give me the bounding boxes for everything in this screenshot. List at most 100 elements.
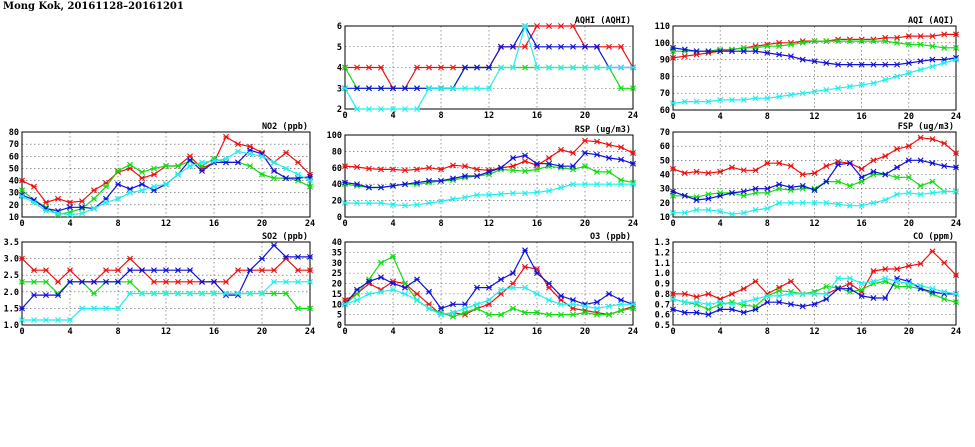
data-point [43,292,49,299]
data-point [752,306,759,313]
data-point [752,296,759,303]
x-tick-label: 4 [67,327,72,337]
data-point [594,299,600,306]
data-point [115,167,121,174]
data-point [929,56,936,63]
data-point [534,166,540,173]
data-point [917,260,924,267]
y-tick-label: 3.5 [4,238,19,248]
data-point [905,59,912,66]
data-point [474,64,480,71]
x-tick-label: 4 [390,111,395,121]
data-point [705,206,712,213]
data-point [438,311,444,318]
x-tick-label: 4 [718,112,723,122]
data-point [103,278,109,285]
data-point [474,173,480,179]
data-point [354,64,360,71]
x-tick-label: 20 [904,112,914,122]
data-point [139,175,145,182]
data-point [752,167,759,174]
data-point [606,168,612,175]
data-point [618,85,624,92]
data-point [953,188,959,195]
x-tick-label: 20 [580,111,590,121]
data-point [594,311,600,318]
data-point [870,268,877,275]
x-tick-label: 24 [628,111,638,121]
y-tick-label: 50 [660,156,670,166]
data-point [681,309,688,316]
data-point [776,287,783,294]
data-point [776,160,783,167]
y-tick-label: 35 [332,248,342,258]
data-point [187,156,193,163]
data-point [941,59,948,66]
data-point [728,211,735,218]
data-point [929,285,936,292]
data-point [941,163,948,169]
data-point [474,166,480,173]
data-point [426,200,432,207]
data-point [787,91,794,98]
data-point [905,157,912,164]
data-point [846,285,853,292]
data-point [378,259,384,266]
x-tick-label: 20 [257,327,267,337]
y-tick-label: 5 [337,43,342,53]
data-point [450,195,456,202]
data-point [811,170,818,177]
data-point [91,290,97,297]
data-point [127,189,133,196]
data-point [115,278,121,285]
data-point [846,83,853,90]
data-point [414,297,420,304]
data-point [823,86,830,93]
data-point [414,201,420,208]
data-point [462,305,468,312]
plot-frame [672,241,957,326]
data-point [31,267,37,274]
data-point [835,38,842,45]
data-point [354,297,360,304]
data-point [307,278,313,285]
data-point [681,209,688,216]
data-point [67,317,73,324]
data-point [390,286,396,293]
data-point [740,309,747,316]
data-point [835,161,842,168]
data-point [283,253,289,260]
data-point [163,163,169,169]
data-point [450,162,456,169]
data-point [474,284,480,291]
data-point [799,39,806,46]
data-point [366,85,372,92]
data-point [681,170,688,177]
x-tick-label: 16 [857,327,867,337]
data-point [414,276,420,283]
data-point [870,295,877,302]
data-point [558,292,564,299]
data-point [67,278,73,285]
data-point [693,48,700,55]
data-point [247,267,253,274]
data-point [295,278,301,285]
fsp-title: FSP (ug/m3) [898,122,954,132]
data-point [247,163,253,169]
data-point [402,106,408,112]
data-point [43,278,49,285]
data-point [630,181,636,188]
data-point [823,38,830,45]
data-point [127,255,133,262]
x-tick-label: 8 [765,112,770,122]
data-point [79,278,85,285]
data-point [426,64,432,71]
data-point [79,204,85,211]
data-point [474,301,480,308]
data-point [31,183,37,190]
y-tick-label: 10 [332,300,342,310]
y-tick-label: 10 [9,213,19,223]
x-tick-label: 0 [19,327,24,337]
data-point [486,191,492,198]
